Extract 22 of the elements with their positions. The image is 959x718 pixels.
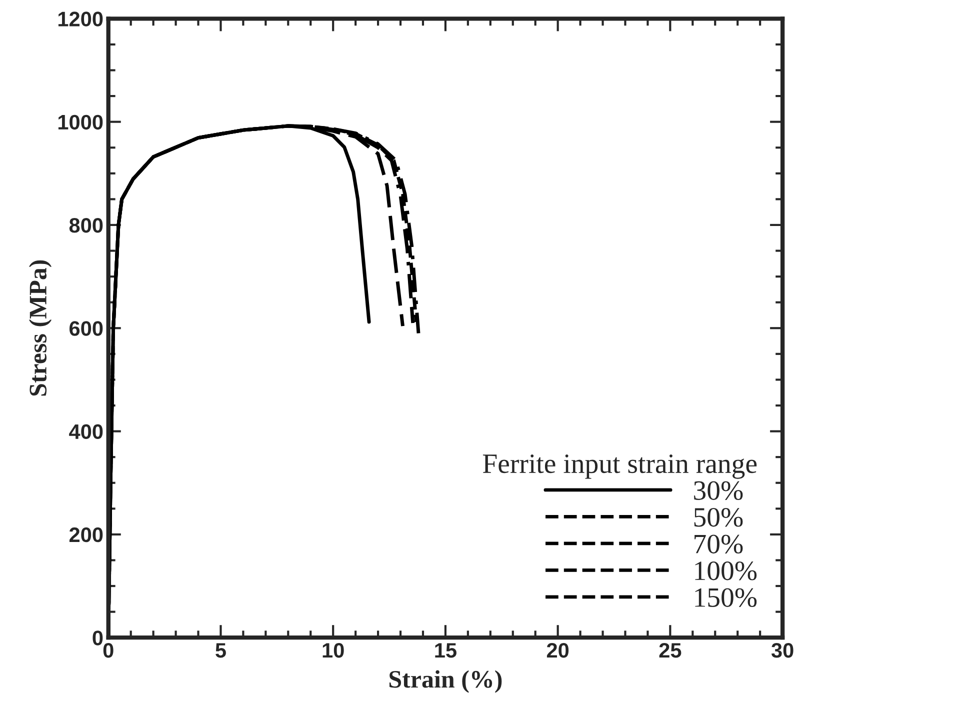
x-tick-label: 20 [546, 642, 569, 658]
x-tick-label: 10 [322, 642, 344, 658]
legend-label: 70% [694, 534, 743, 554]
x-tick-label: 15 [435, 643, 456, 658]
x-tick-label: 0 [103, 642, 114, 658]
y-tick-label: 1200 [58, 12, 103, 26]
y-tick-label: 1000 [58, 114, 103, 130]
y-axis-title: Stress (MPa) [28, 260, 52, 396]
y-tick-label: 600 [70, 321, 103, 336]
legend-label: 30% [694, 481, 743, 500]
legend-label: 100% [695, 561, 757, 580]
y-tick-label: 400 [69, 424, 103, 440]
y-tick-label: 200 [69, 527, 103, 542]
legend-label: 150% [695, 588, 757, 608]
legend-label: 50% [694, 508, 743, 527]
x-axis-title: Strain (%) [390, 670, 502, 693]
x-tick-label: 25 [659, 642, 682, 658]
y-tick-label: 0 [92, 630, 103, 646]
x-tick-label: 30 [771, 642, 794, 658]
y-tick-label: 800 [69, 218, 103, 233]
legend-title: Ferrite input strain range [482, 454, 757, 479]
x-tick-label: 5 [216, 643, 226, 658]
